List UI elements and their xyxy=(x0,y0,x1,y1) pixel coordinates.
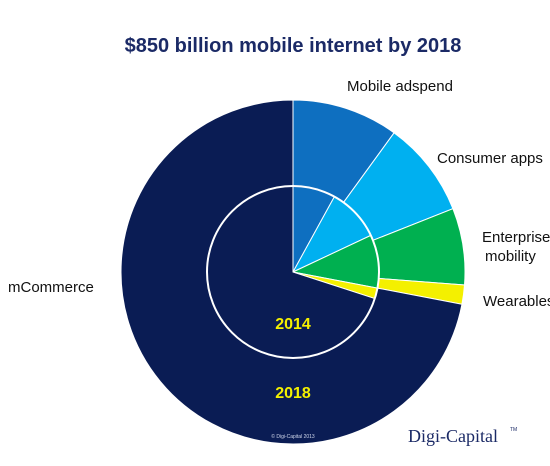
label-consumer-apps: Consumer apps xyxy=(437,150,543,167)
inner-year-label: 2014 xyxy=(275,316,311,333)
brand-tm: TM xyxy=(510,427,517,433)
brand-logo-text: Digi-Capital xyxy=(408,426,498,446)
label-mcommerce: mCommerce xyxy=(8,279,94,296)
label-enterprise-line1: Enterprise xyxy=(482,229,550,246)
label-enterprise-line2: mobility xyxy=(485,248,536,265)
label-mobile-adspend: Mobile adspend xyxy=(347,78,453,95)
chart-title: $850 billion mobile internet by 2018 xyxy=(125,35,462,57)
label-wearables: Wearables xyxy=(483,293,550,310)
copyright-text: © Digi-Capital 2013 xyxy=(271,433,315,440)
outer-year-label: 2018 xyxy=(275,385,311,402)
inner-ring-outline xyxy=(206,185,380,359)
inner-ring-2014 xyxy=(206,185,380,359)
